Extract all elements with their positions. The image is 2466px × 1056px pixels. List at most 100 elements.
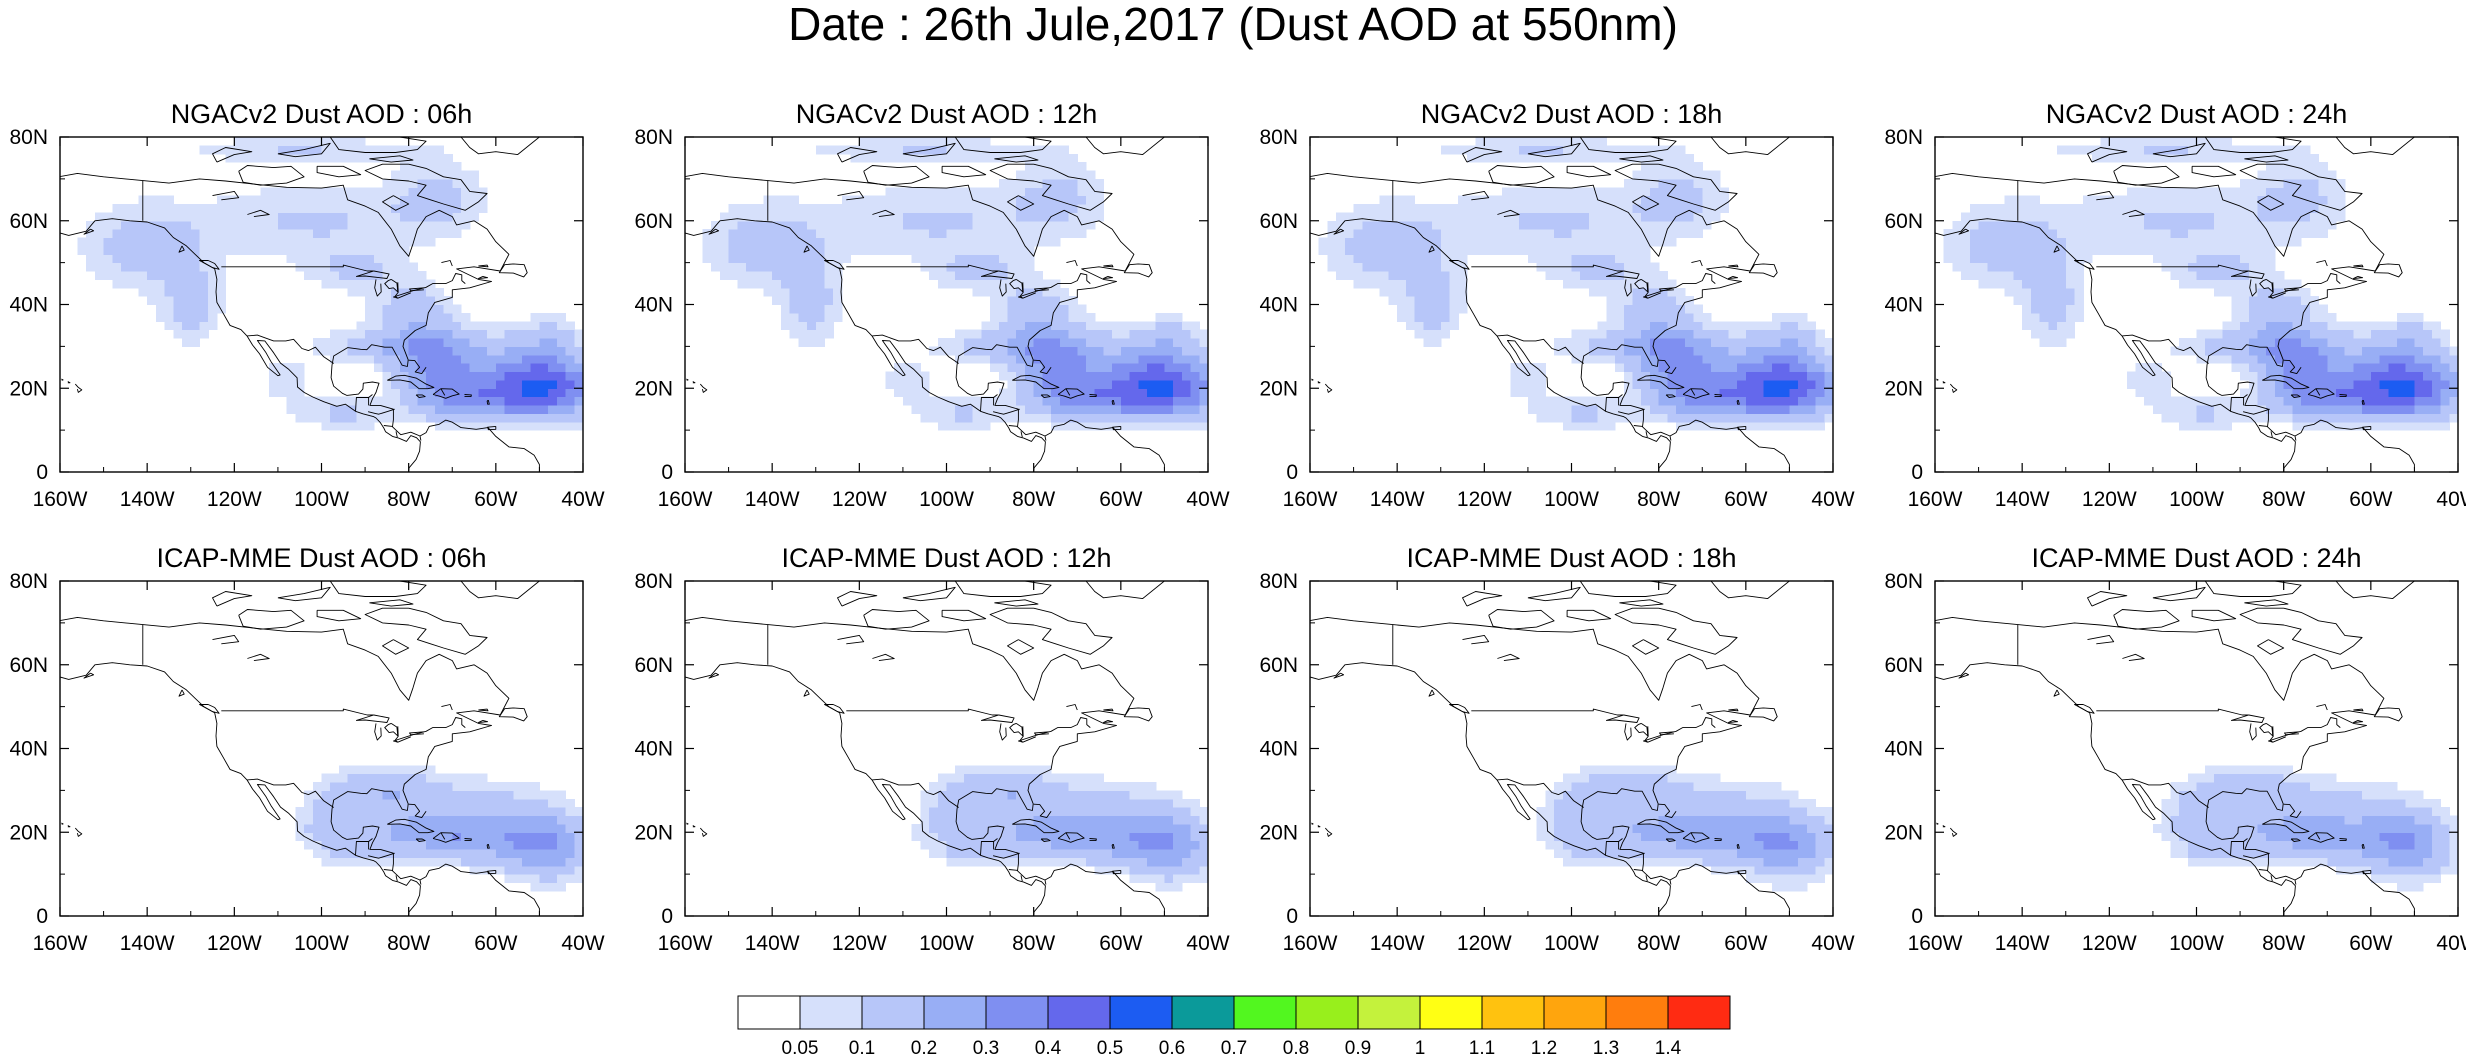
x-tick-label: 120W [2082, 488, 2137, 511]
panel-title: NGACv2 Dust AOD : 18h [1421, 99, 1723, 129]
colorbar-label: 0.3 [973, 1038, 999, 1056]
colorbar-label: 1.3 [1593, 1038, 1619, 1056]
dust-field [295, 765, 583, 892]
colorbar-label: 1.4 [1655, 1038, 1682, 1056]
coastline [1935, 581, 2415, 916]
y-tick-label: 60N [634, 654, 673, 677]
x-tick-label: 80W [387, 932, 430, 955]
colorbar-swatch [1419, 995, 1483, 1030]
colorbar-label: 0.1 [849, 1038, 875, 1056]
dust-field [1318, 137, 1833, 431]
x-tick-label: 60W [1099, 932, 1142, 955]
main-title: Date : 26th Jule,2017 (Dust AOD at 550nm… [788, 0, 1678, 50]
x-tick-label: 120W [207, 932, 262, 955]
y-tick-label: 80N [1259, 570, 1298, 593]
x-tick-label: 160W [1908, 932, 1963, 955]
y-tick-label: 60N [1259, 210, 1298, 233]
y-tick-label: 60N [1259, 654, 1298, 677]
colorbar-swatch [1109, 995, 1173, 1030]
y-tick-label: 20N [9, 377, 48, 400]
colorbar-swatch [1171, 995, 1235, 1030]
coastline [685, 581, 1165, 916]
y-tick-label: 80N [1884, 126, 1923, 149]
x-tick-label: 140W [1995, 932, 2050, 955]
colorbar-swatch [1233, 995, 1297, 1030]
x-tick-label: 100W [2169, 488, 2224, 511]
map-panel: NGACv2 Dust AOD : 18h 160W 140W 120W 100W 80W… [1259, 99, 1854, 511]
x-tick-label: 80W [1012, 488, 1055, 511]
colorbar-swatch [1543, 995, 1607, 1030]
y-tick-label: 0 [36, 461, 48, 484]
x-tick-label: 80W [1012, 932, 1055, 955]
y-tick-label: 0 [1911, 905, 1923, 928]
x-tick-label: 160W [33, 488, 88, 511]
x-tick-label: 100W [294, 932, 349, 955]
x-tick-label: 80W [1637, 488, 1680, 511]
dust-field [2152, 765, 2458, 892]
colorbar-swatch [861, 995, 925, 1030]
map-panel: NGACv2 Dust AOD : 06h 160W 140W 120W 100W 80W… [9, 99, 604, 511]
x-tick-label: 140W [745, 488, 800, 511]
coastline [1935, 137, 2415, 472]
y-tick-label: 40N [9, 294, 48, 317]
dust-field [702, 137, 1208, 431]
colorbar-label: 0.7 [1221, 1038, 1247, 1056]
x-tick-label: 40W [1811, 932, 1854, 955]
colorbar-swatch [1481, 995, 1545, 1030]
colorbar-swatch [799, 995, 863, 1030]
panel-title: NGACv2 Dust AOD : 12h [796, 99, 1098, 129]
y-tick-label: 60N [9, 654, 48, 677]
x-tick-label: 160W [33, 932, 88, 955]
x-tick-label: 40W [561, 932, 604, 955]
dust-field [1536, 765, 1833, 892]
coastline [1310, 581, 1790, 916]
coastline [1310, 137, 1790, 472]
map-panel: ICAP-MME Dust AOD : 24h 160W 140W 120W 100W 8… [1884, 543, 2466, 955]
y-tick-label: 80N [1259, 126, 1298, 149]
y-tick-label: 40N [1884, 738, 1923, 761]
x-tick-label: 120W [1457, 932, 1512, 955]
x-tick-label: 60W [1724, 932, 1767, 955]
colorbar-label: 1 [1415, 1038, 1426, 1056]
y-tick-label: 40N [9, 738, 48, 761]
panel-title: ICAP-MME Dust AOD : 24h [2031, 543, 2361, 573]
x-tick-label: 40W [1186, 932, 1229, 955]
x-tick-label: 120W [1457, 488, 1512, 511]
x-tick-label: 160W [658, 932, 713, 955]
colorbar-label: 0.05 [782, 1038, 819, 1056]
x-tick-label: 160W [658, 488, 713, 511]
map-panel: ICAP-MME Dust AOD : 12h 160W 140W 120W 100W 8… [634, 543, 1229, 955]
panel-title: ICAP-MME Dust AOD : 06h [156, 543, 486, 573]
y-tick-label: 60N [9, 210, 48, 233]
y-tick-label: 20N [634, 821, 673, 844]
y-tick-label: 0 [36, 905, 48, 928]
x-tick-label: 60W [474, 932, 517, 955]
colorbar-label: 0.8 [1283, 1038, 1309, 1056]
colorbar-label: 1.2 [1531, 1038, 1557, 1056]
colorbar-swatch [1047, 995, 1111, 1030]
colorbar-label: 0.6 [1159, 1038, 1185, 1056]
x-tick-label: 80W [1637, 932, 1680, 955]
y-tick-label: 40N [1259, 738, 1298, 761]
x-tick-label: 100W [919, 932, 974, 955]
x-tick-label: 40W [561, 488, 604, 511]
map-panel: NGACv2 Dust AOD : 12h 160W 140W 120W 100W 80W… [634, 99, 1229, 511]
map-panel: ICAP-MME Dust AOD : 18h 160W 140W 120W 100W 8… [1259, 543, 1854, 955]
colorbar-label: 0.2 [911, 1038, 937, 1056]
x-tick-label: 40W [2436, 932, 2466, 955]
y-tick-label: 20N [1259, 377, 1298, 400]
colorbar-swatch [923, 995, 987, 1030]
colorbar-swatch [985, 995, 1049, 1030]
colorbar-swatch [1667, 995, 1731, 1030]
panel-title: NGACv2 Dust AOD : 24h [2046, 99, 2348, 129]
x-tick-label: 140W [1995, 488, 2050, 511]
x-tick-label: 140W [120, 932, 175, 955]
colorbar: 0.05 0.1 0.2 0.3 0.4 0.5 0.6 0.7 0.8 0.9 1 1.1 1.2 1.… [737, 995, 1731, 1056]
map-panel: ICAP-MME Dust AOD : 06h 160W 140W 120W 100W 8… [9, 543, 604, 955]
x-tick-label: 80W [2262, 932, 2305, 955]
panel-title: ICAP-MME Dust AOD : 12h [781, 543, 1111, 573]
x-tick-label: 120W [207, 488, 262, 511]
x-tick-label: 160W [1283, 932, 1338, 955]
y-tick-label: 60N [1884, 210, 1923, 233]
